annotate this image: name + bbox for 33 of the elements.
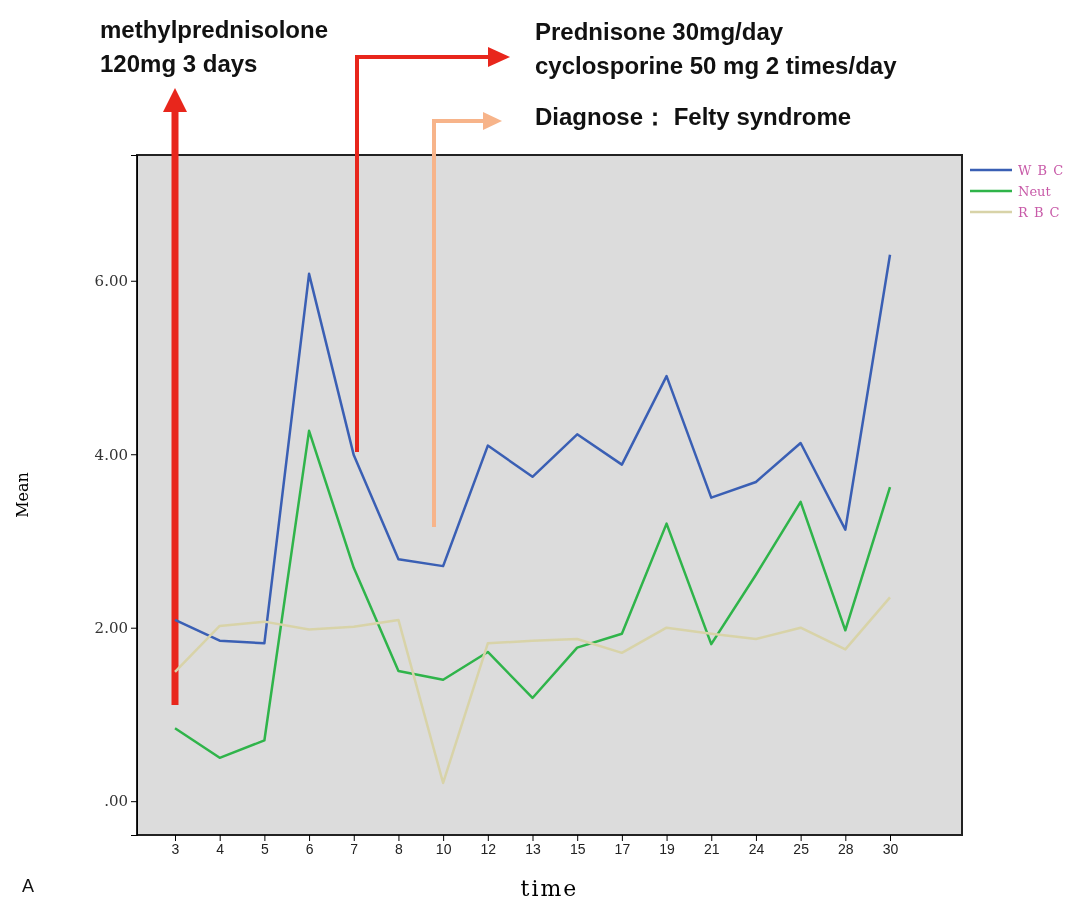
- x-tick-label: 21: [703, 840, 720, 857]
- text: methylprednisolone 120mg 3 days: [100, 16, 329, 77]
- legend-label: Neut: [1018, 184, 1052, 199]
- y-tick-label: 2.00: [94, 619, 128, 637]
- x-tick-label: 5: [260, 840, 269, 857]
- x-tick-label: 28: [838, 840, 854, 857]
- x-tick-label: 19: [659, 840, 676, 857]
- y-tick-label: 6.00: [94, 272, 128, 291]
- legend-label: R B C: [1018, 205, 1061, 220]
- x-tick-label: 25: [793, 840, 810, 857]
- x-tick-label: 7: [350, 840, 359, 857]
- x-tick-label: 3: [171, 840, 180, 857]
- x-tick-label: 12: [480, 840, 497, 857]
- x-tick-label: 24: [748, 840, 765, 857]
- x-tick-label: 8: [395, 840, 404, 857]
- text: A: [22, 876, 35, 896]
- x-tick-label: 15: [569, 840, 586, 857]
- x-axis-title: time: [520, 876, 579, 901]
- x-tick-label: 4: [216, 840, 225, 857]
- x-tick-label: 10: [435, 840, 452, 857]
- y-axis-title: Mean: [13, 472, 32, 518]
- y-tick-label: 4.00: [94, 445, 128, 464]
- x-tick-label: 13: [525, 840, 541, 857]
- text: Prednisone 30mg/day cyclosporine 50 mg 2 times/day: [535, 18, 898, 79]
- x-tick-label: 17: [614, 840, 631, 857]
- legend-label: W B C: [1018, 163, 1065, 178]
- x-tick-label: 6: [305, 840, 314, 857]
- x-tick-label: 30: [882, 840, 899, 857]
- text: Diagnose： Felty syndrome: [535, 103, 852, 130]
- y-tick-label: .00: [104, 792, 128, 811]
- line-series: [173, 596, 892, 785]
- line-series: [173, 253, 892, 645]
- line-series: [173, 429, 892, 760]
